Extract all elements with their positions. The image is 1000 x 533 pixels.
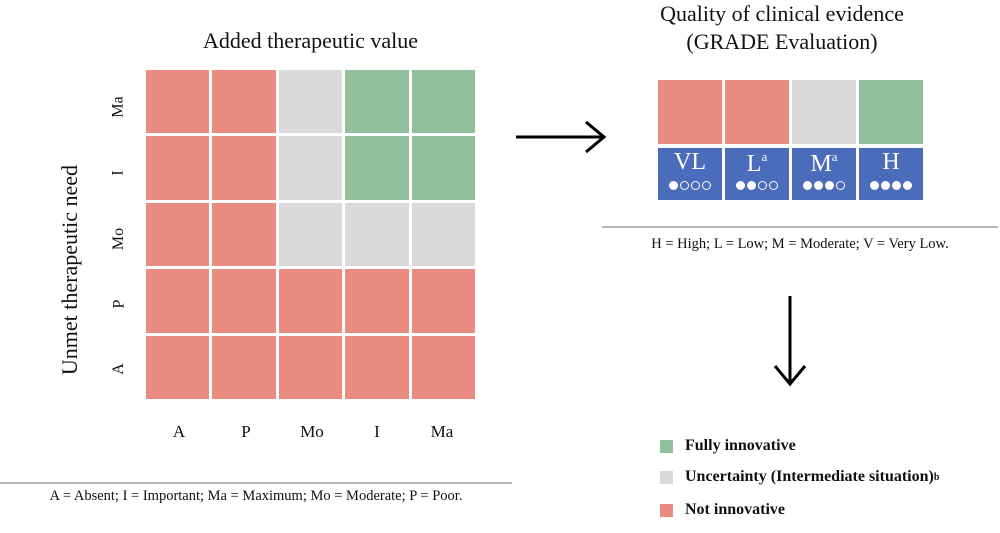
matrix-cell (411, 70, 475, 134)
matrix-cell (411, 202, 475, 267)
grade-level-cell: H (859, 148, 923, 200)
filled-circle-icon (892, 181, 901, 190)
col-label-i: I (374, 422, 380, 441)
matrix-cell (146, 269, 210, 333)
grade-quality-dots (859, 181, 923, 190)
matrix-cell (278, 335, 343, 399)
grade-level-label: VL (674, 149, 706, 175)
grade-level-label: La (746, 149, 768, 177)
matrix-cell (212, 202, 276, 267)
filled-circle-icon (669, 181, 678, 190)
legend-swatch-green (660, 439, 673, 453)
down-arrow-icon (773, 296, 807, 387)
grade-title: Quality of clinical evidence (GRADE Eval… (614, 0, 950, 56)
matrix-cell (146, 335, 210, 399)
right-arrow-icon (516, 120, 607, 154)
matrix-cell (345, 335, 409, 399)
matrix-cell (278, 136, 343, 200)
grade-footnote: H = High; L = Low; M = Moderate; V = Ver… (651, 236, 949, 252)
row-label-ma: Ma (109, 96, 127, 118)
empty-circle-icon (769, 181, 778, 190)
grade-color-cell (859, 80, 923, 144)
filled-circle-icon (881, 181, 890, 190)
empty-circle-icon (758, 181, 767, 190)
grade-color-cell (658, 80, 722, 144)
innovation-matrix (146, 70, 475, 399)
row-label-p: P (110, 299, 127, 309)
empty-circle-icon (836, 181, 845, 190)
matrix-cell (146, 202, 210, 267)
legend-label: Not innovative (685, 501, 785, 518)
matrix-cell (146, 70, 210, 134)
legend-item-not-innovative: Not innovative (660, 500, 785, 520)
col-label-ma: Ma (430, 422, 454, 441)
matrix-cell (278, 202, 343, 267)
filled-circle-icon (870, 181, 879, 190)
grade-quality-dots (792, 181, 856, 190)
legend-label: Uncertainty (Intermediate situation) (685, 468, 934, 485)
filled-circle-icon (803, 181, 812, 190)
col-label-p: P (241, 422, 251, 441)
filled-circle-icon (747, 181, 756, 190)
grade-quality-dots (658, 181, 722, 190)
matrix-cell (411, 136, 475, 200)
matrix-title: Added therapeutic value (202, 28, 418, 53)
matrix-cell (345, 269, 409, 333)
col-label-mo: Mo (300, 422, 324, 441)
filled-circle-icon (814, 181, 823, 190)
matrix-cell (411, 335, 475, 399)
row-label-mo: Mo (109, 227, 127, 251)
matrix-cell (411, 269, 475, 333)
matrix-cell (212, 136, 276, 200)
matrix-cell (345, 136, 409, 200)
matrix-cell (278, 70, 343, 134)
grade-level-label: Ma (810, 149, 838, 177)
matrix-cell (278, 269, 343, 333)
matrix-cell (345, 70, 409, 134)
grade-levels: VL La Ma H (658, 80, 923, 200)
col-label-a: A (172, 422, 186, 441)
row-label-a: A (110, 363, 127, 375)
legend-swatch-gray (660, 470, 673, 484)
matrix-divider (0, 482, 512, 484)
empty-circle-icon (702, 181, 711, 190)
matrix-cell (146, 136, 210, 200)
grade-quality-dots (725, 181, 789, 190)
matrix-cell (345, 202, 409, 267)
matrix-cell (212, 70, 276, 134)
legend-footnote-marker: b (933, 471, 940, 483)
legend-item-uncertainty: Uncertainty (Intermediate situation) b (660, 467, 939, 487)
grade-color-cell (725, 80, 789, 144)
grade-color-cell (792, 80, 856, 144)
grade-title-line1: Quality of clinical evidence (660, 1, 904, 26)
matrix-cell (212, 335, 276, 399)
legend-swatch-red (660, 503, 673, 517)
y-axis-title: Unmet therapeutic need (57, 164, 82, 376)
grade-level-cell: La (725, 148, 789, 200)
grade-level-cell: Ma (792, 148, 856, 200)
row-label-i: I (109, 170, 127, 176)
legend-item-fully-innovative: Fully innovative (660, 436, 796, 456)
grade-title-line2: (GRADE Evaluation) (686, 29, 878, 54)
empty-circle-icon (680, 181, 689, 190)
empty-circle-icon (691, 181, 700, 190)
matrix-footnote: A = Absent; I = Important; Ma = Maximum;… (49, 488, 463, 504)
grade-divider (602, 226, 998, 228)
grade-level-cell: VL (658, 148, 722, 200)
legend-label: Fully innovative (685, 437, 796, 454)
filled-circle-icon (736, 181, 745, 190)
filled-circle-icon (825, 181, 834, 190)
filled-circle-icon (903, 181, 912, 190)
matrix-cell (212, 269, 276, 333)
grade-level-label: H (882, 149, 900, 175)
